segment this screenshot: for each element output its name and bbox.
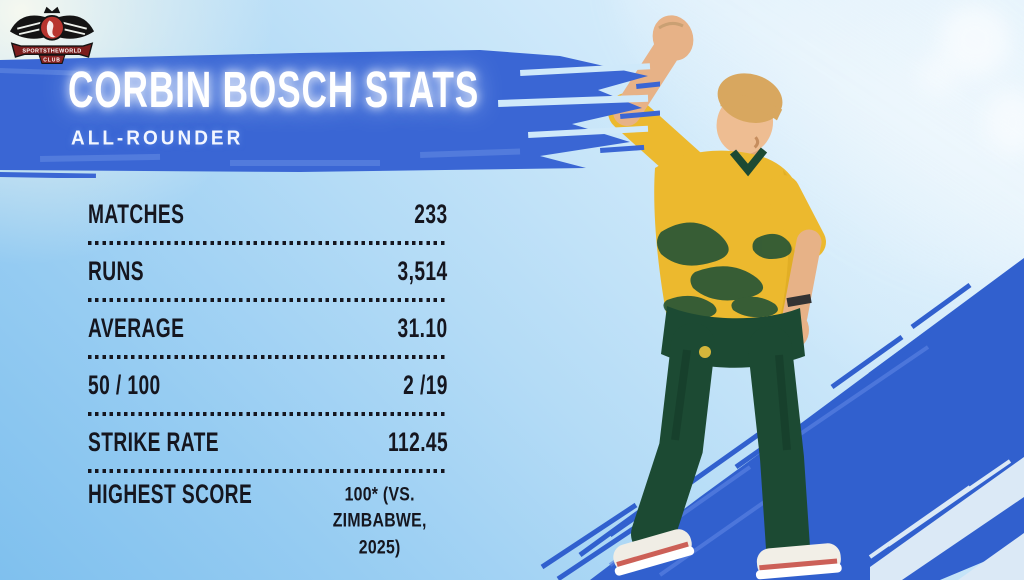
stat-row-runs: RUNS 3,514 xyxy=(88,245,448,298)
stat-value: 233 xyxy=(414,198,448,230)
stat-value: 112.45 xyxy=(387,426,448,458)
stat-label: HIGHEST SCORE xyxy=(88,479,253,510)
page-title: CORBIN BOSCH STATS xyxy=(68,62,480,119)
dotted-divider xyxy=(88,469,448,473)
banner-ribbon xyxy=(10,42,94,58)
stat-row-highest-score: HIGHEST SCORE 100* (VS. ZIMBABWE, 2025) xyxy=(88,473,448,557)
bokeh-highlight xyxy=(985,90,1024,155)
stat-value: 31.10 xyxy=(397,312,448,344)
right-leg xyxy=(631,323,715,556)
head xyxy=(716,73,783,155)
left-leg xyxy=(748,326,810,570)
stat-label: 50 / 100 xyxy=(88,369,161,401)
stat-label: RUNS xyxy=(88,255,145,287)
header-brush-stroke xyxy=(0,50,660,178)
stat-row-matches: MATCHES 233 xyxy=(88,188,448,241)
dotted-divider xyxy=(88,355,448,359)
stat-row-average: AVERAGE 31.10 xyxy=(88,302,448,355)
collar xyxy=(729,147,768,177)
stat-value: 100* (VS. ZIMBABWE, 2025) xyxy=(332,483,427,558)
club-logo: SPORTSTHEWORLD CLUB xyxy=(9,6,95,64)
dotted-divider xyxy=(88,298,448,302)
dotted-divider xyxy=(88,412,448,416)
right-shoe xyxy=(613,529,695,576)
wristband xyxy=(786,293,812,308)
club-sub-text: CLUB xyxy=(43,58,61,64)
stats-table: MATCHES 233 RUNS 3,514 AVERAGE 31.10 50 … xyxy=(88,188,448,557)
player-role-subtitle: ALL-ROUNDER xyxy=(71,127,244,150)
stat-label: MATCHES xyxy=(88,198,185,230)
stat-label: AVERAGE xyxy=(88,312,185,344)
stat-value: 2 /19 xyxy=(403,369,448,401)
dotted-divider xyxy=(88,241,448,245)
bokeh-highlight xyxy=(918,55,958,95)
crown-icon xyxy=(43,6,61,14)
jersey-camo-pattern xyxy=(657,222,792,319)
stat-value: 3,514 xyxy=(397,255,448,287)
wings-icon xyxy=(9,15,95,39)
bokeh-highlight xyxy=(940,5,1010,75)
left-shoe xyxy=(755,543,842,580)
club-name-text: SPORTSTHEWORLD xyxy=(22,48,81,54)
stat-label: STRIKE RATE xyxy=(88,426,219,458)
trouser-badge xyxy=(699,346,711,358)
stat-row-fifties-hundreds: 50 / 100 2 /19 xyxy=(88,359,448,412)
stat-row-strike-rate: STRIKE RATE 112.45 xyxy=(88,416,448,469)
